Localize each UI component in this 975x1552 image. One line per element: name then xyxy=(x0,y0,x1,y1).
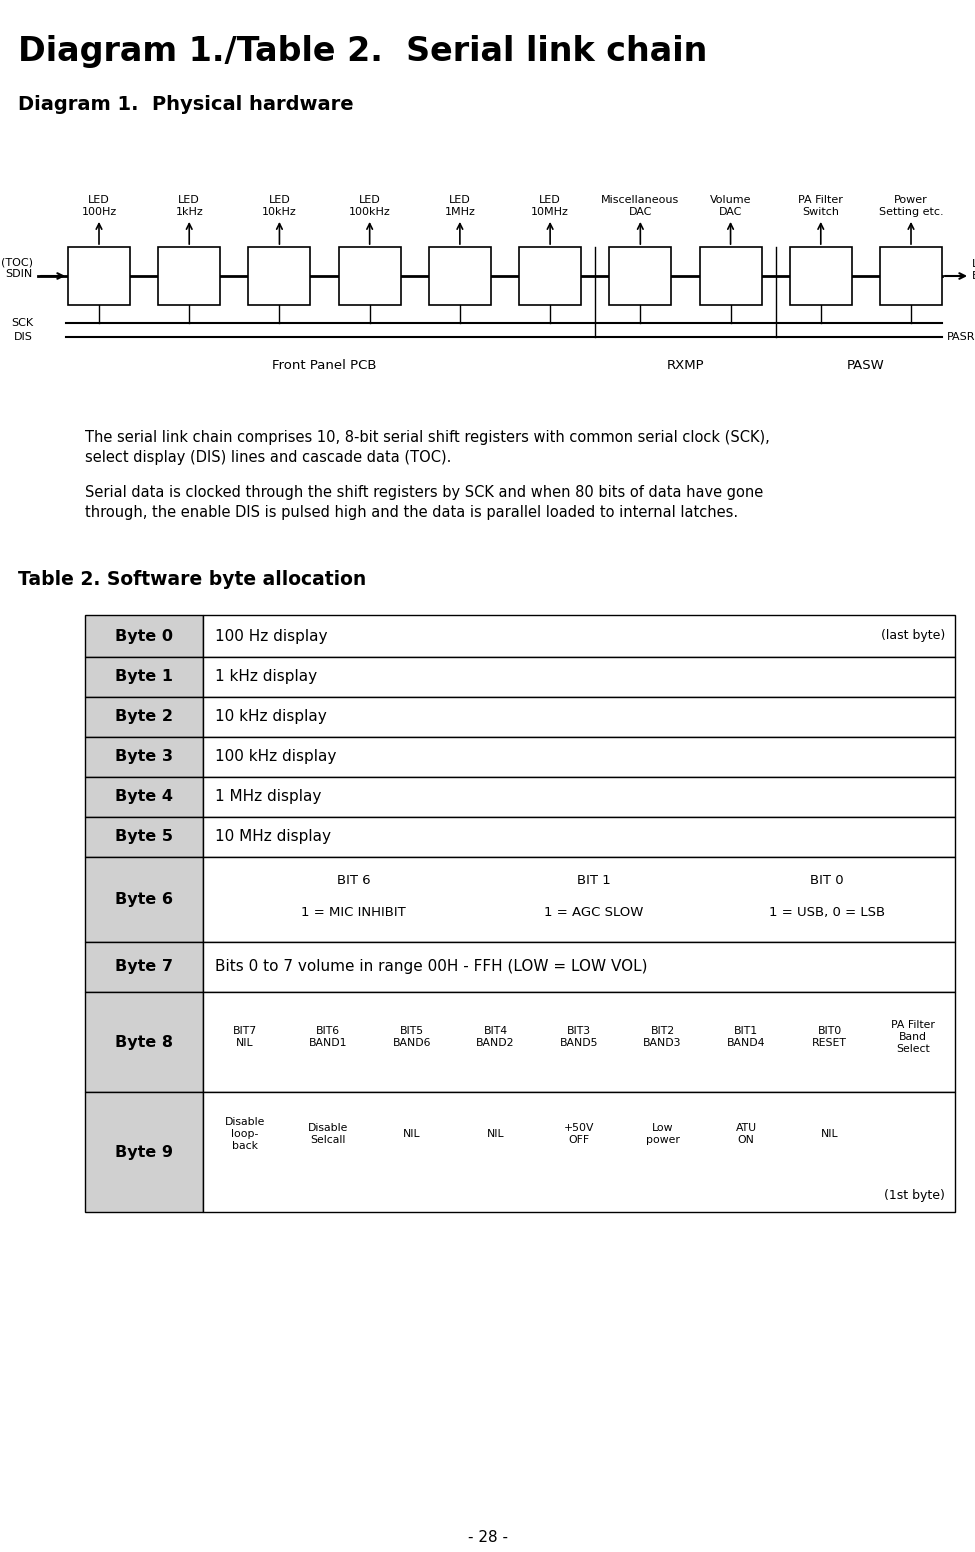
Bar xyxy=(85,778,203,816)
Text: LED
1kHz: LED 1kHz xyxy=(176,196,203,217)
Bar xyxy=(429,247,490,306)
Text: (last byte): (last byte) xyxy=(880,630,945,643)
Bar xyxy=(203,816,955,857)
Text: Disable
loop-
back: Disable loop- back xyxy=(224,1116,265,1152)
Text: BIT3
BAND5: BIT3 BAND5 xyxy=(560,1026,599,1048)
Text: Diagram 1.  Physical hardware: Diagram 1. Physical hardware xyxy=(18,95,354,113)
Text: through, the enable DIS is pulsed high and the data is parallel loaded to intern: through, the enable DIS is pulsed high a… xyxy=(85,504,738,520)
Text: Byte 8: Byte 8 xyxy=(115,1035,173,1049)
Text: BIT0
RESET: BIT0 RESET xyxy=(812,1026,847,1048)
Text: 1 = USB, 0 = LSB: 1 = USB, 0 = LSB xyxy=(769,906,885,919)
Text: PASW: PASW xyxy=(847,359,884,372)
Text: LED
100kHz: LED 100kHz xyxy=(349,196,391,217)
Text: Byte 6: Byte 6 xyxy=(115,892,173,906)
Bar xyxy=(85,615,203,656)
Text: SCK: SCK xyxy=(11,318,33,327)
Text: 1 = MIC INHIBIT: 1 = MIC INHIBIT xyxy=(301,906,406,919)
Bar xyxy=(203,656,955,697)
Text: Diagram 1./Table 2.  Serial link chain: Diagram 1./Table 2. Serial link chain xyxy=(18,36,708,68)
Text: BIT5
BAND6: BIT5 BAND6 xyxy=(393,1026,431,1048)
Text: LED
10MHz: LED 10MHz xyxy=(531,196,569,217)
Text: Byte 0: Byte 0 xyxy=(115,629,173,644)
Text: 100 Hz display: 100 Hz display xyxy=(215,629,328,644)
Text: 1 = AGC SLOW: 1 = AGC SLOW xyxy=(544,906,644,919)
Bar xyxy=(203,857,955,942)
Bar xyxy=(85,992,203,1093)
Text: Low
power: Low power xyxy=(645,1122,680,1145)
Bar xyxy=(519,247,581,306)
Bar xyxy=(699,247,761,306)
Text: BIT 6: BIT 6 xyxy=(336,874,370,888)
Text: Front Panel PCB: Front Panel PCB xyxy=(272,359,376,372)
Text: Miscellaneous
DAC: Miscellaneous DAC xyxy=(602,196,680,217)
Text: DIS: DIS xyxy=(14,332,33,341)
Text: Bits 0 to 7 volume in range 00H - FFH (LOW = LOW VOL): Bits 0 to 7 volume in range 00H - FFH (L… xyxy=(215,959,647,975)
Bar xyxy=(249,247,310,306)
Text: Byte 2: Byte 2 xyxy=(115,709,173,725)
Text: +50V
OFF: +50V OFF xyxy=(564,1122,594,1145)
Bar xyxy=(203,992,955,1093)
Bar xyxy=(158,247,220,306)
Text: Byte 7: Byte 7 xyxy=(115,959,173,975)
Text: NIL: NIL xyxy=(403,1128,420,1139)
Bar xyxy=(85,1093,203,1212)
Text: Byte 3: Byte 3 xyxy=(115,750,173,765)
Text: BIT1
BAND4: BIT1 BAND4 xyxy=(726,1026,765,1048)
Text: Serial data is clocked through the shift registers by SCK and when 80 bits of da: Serial data is clocked through the shift… xyxy=(85,484,763,500)
Text: Loop
Back: Loop Back xyxy=(972,259,975,281)
Bar xyxy=(203,1093,955,1212)
Bar xyxy=(68,247,130,306)
Text: BIT 0: BIT 0 xyxy=(810,874,844,888)
Text: NIL: NIL xyxy=(487,1128,504,1139)
Text: BIT6
BAND1: BIT6 BAND1 xyxy=(309,1026,347,1048)
Text: Table 2. Software byte allocation: Table 2. Software byte allocation xyxy=(18,570,367,590)
Text: Byte 1: Byte 1 xyxy=(115,669,173,684)
Text: (1st byte): (1st byte) xyxy=(884,1189,945,1201)
Text: Byte 9: Byte 9 xyxy=(115,1144,173,1159)
Text: Disable
Selcall: Disable Selcall xyxy=(308,1122,348,1145)
Bar xyxy=(203,942,955,992)
Bar xyxy=(203,737,955,778)
Text: PA Filter
Switch: PA Filter Switch xyxy=(799,196,843,217)
Text: Volume
DAC: Volume DAC xyxy=(710,196,752,217)
Bar xyxy=(85,697,203,737)
Bar xyxy=(85,656,203,697)
Bar xyxy=(203,615,955,656)
Text: PA Filter
Band
Select: PA Filter Band Select xyxy=(891,1020,935,1054)
Text: Byte 5: Byte 5 xyxy=(115,829,173,844)
Bar xyxy=(609,247,672,306)
Text: Power
Setting etc.: Power Setting etc. xyxy=(878,196,944,217)
Bar xyxy=(203,697,955,737)
Bar xyxy=(338,247,401,306)
Bar xyxy=(85,737,203,778)
Text: NIL: NIL xyxy=(821,1128,838,1139)
Text: LED
100Hz: LED 100Hz xyxy=(81,196,117,217)
Text: The serial link chain comprises 10, 8-bit serial shift registers with common ser: The serial link chain comprises 10, 8-bi… xyxy=(85,430,769,445)
Bar xyxy=(880,247,942,306)
Bar xyxy=(85,816,203,857)
Text: ATU
ON: ATU ON xyxy=(735,1122,757,1145)
Text: 100 kHz display: 100 kHz display xyxy=(215,750,336,765)
Text: - 28 -: - 28 - xyxy=(467,1530,508,1544)
Text: LED
1MHz: LED 1MHz xyxy=(445,196,476,217)
Text: LED
10kHz: LED 10kHz xyxy=(262,196,296,217)
Text: RXMP: RXMP xyxy=(667,359,704,372)
Text: select display (DIS) lines and cascade data (TOC).: select display (DIS) lines and cascade d… xyxy=(85,450,451,466)
Text: Byte 4: Byte 4 xyxy=(115,790,173,804)
Text: PASRO: PASRO xyxy=(947,332,975,341)
Bar xyxy=(790,247,852,306)
Bar xyxy=(85,857,203,942)
Text: BIT7
NIL: BIT7 NIL xyxy=(233,1026,256,1048)
Text: BIT2
BAND3: BIT2 BAND3 xyxy=(644,1026,682,1048)
Bar xyxy=(203,778,955,816)
Text: BIT4
BAND2: BIT4 BAND2 xyxy=(476,1026,515,1048)
Text: BIT 1: BIT 1 xyxy=(577,874,611,888)
Text: 1 kHz display: 1 kHz display xyxy=(215,669,317,684)
Text: 10 kHz display: 10 kHz display xyxy=(215,709,327,725)
Bar xyxy=(85,942,203,992)
Text: 1 MHz display: 1 MHz display xyxy=(215,790,322,804)
Text: (TOC)
SDIN: (TOC) SDIN xyxy=(1,258,33,279)
Text: 10 MHz display: 10 MHz display xyxy=(215,829,331,844)
